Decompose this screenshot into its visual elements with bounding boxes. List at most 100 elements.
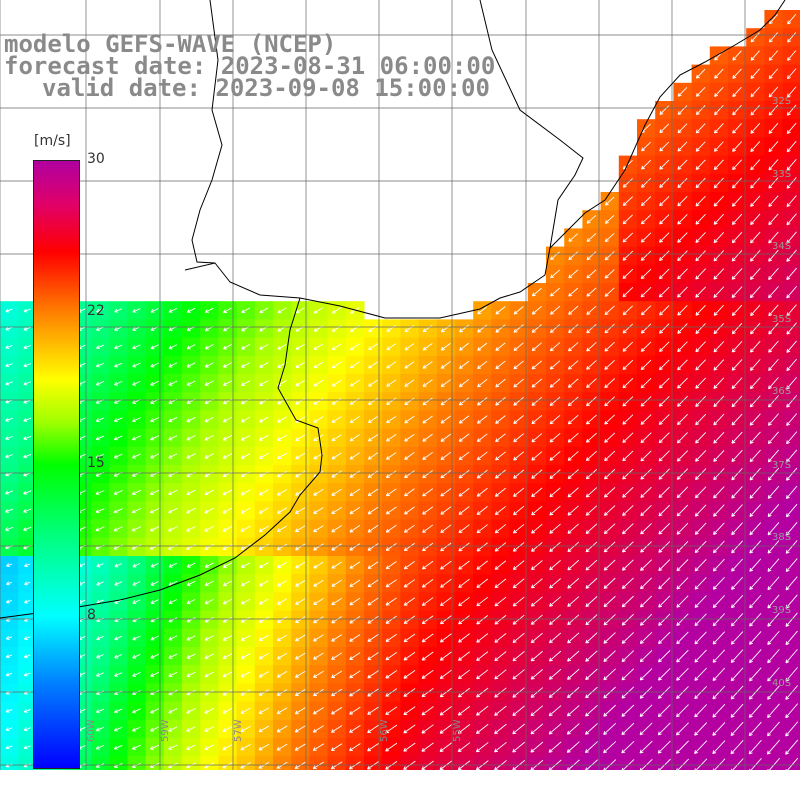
wind-arrow	[349, 706, 361, 715]
wind-arrow	[622, 414, 634, 425]
wind-arrow	[277, 562, 287, 569]
wind-arrow	[513, 360, 524, 370]
wind-arrow	[548, 741, 562, 753]
wind-arrow	[750, 50, 760, 61]
wind-arrow	[240, 743, 251, 751]
wind-arrow	[622, 196, 633, 207]
wind-arrow	[621, 613, 634, 626]
wind-arrow	[531, 560, 543, 571]
wind-arrow	[368, 397, 379, 405]
wind-arrow	[785, 685, 798, 700]
wind-arrow	[277, 343, 287, 350]
wind-arrow	[786, 140, 797, 153]
wind-arrow	[495, 433, 506, 443]
wind-arrow	[186, 671, 196, 678]
wind-arrow	[622, 268, 634, 280]
wind-arrow	[712, 667, 726, 682]
wind-arrow	[459, 342, 470, 351]
wind-arrow	[604, 323, 615, 334]
wind-arrow	[96, 635, 104, 641]
wind-arrow	[385, 706, 398, 716]
wind-arrow	[422, 506, 434, 515]
wind-arrow	[676, 631, 689, 645]
wind-arrow	[403, 579, 416, 588]
wind-arrow	[641, 159, 652, 170]
wind-arrow	[585, 723, 598, 735]
wind-arrow	[494, 542, 507, 552]
wind-arrow	[258, 725, 270, 733]
wind-arrow	[658, 522, 671, 535]
wind-arrow	[749, 522, 762, 536]
wind-arrow	[513, 433, 525, 443]
wind-arrow	[695, 377, 707, 389]
lon-label: 56W	[379, 719, 390, 742]
wind-arrow	[585, 686, 598, 699]
wind-arrow	[639, 740, 653, 754]
wind-arrow	[204, 453, 214, 459]
wind-arrow	[659, 177, 670, 188]
wind-arrow	[168, 507, 178, 514]
wind-arrow	[767, 540, 780, 554]
wind-arrow	[639, 704, 653, 717]
wind-arrow	[767, 431, 779, 445]
wind-arrow	[331, 434, 342, 442]
wind-arrow	[477, 342, 488, 351]
wind-arrow	[440, 379, 451, 388]
wind-arrow	[240, 634, 251, 641]
wind-arrow	[477, 378, 488, 388]
wind-arrow	[640, 305, 652, 316]
wind-arrow	[713, 304, 724, 316]
wind-arrow	[549, 396, 561, 407]
wind-arrow	[622, 396, 634, 407]
wind-arrow	[548, 723, 562, 735]
wind-arrow	[367, 434, 379, 442]
wind-arrow	[96, 344, 104, 350]
wind-arrow	[422, 524, 434, 533]
wind-arrow	[785, 721, 799, 737]
wind-arrow	[621, 559, 634, 571]
wind-arrow	[477, 306, 488, 315]
wind-arrow	[422, 324, 433, 333]
wind-arrow	[621, 686, 635, 699]
wind-arrow	[186, 617, 196, 623]
wind-arrow	[23, 454, 32, 459]
wind-arrow	[168, 307, 177, 313]
wind-arrow	[295, 398, 306, 405]
wind-speed-field	[0, 10, 800, 794]
wind-arrow	[675, 722, 689, 736]
wind-arrow	[114, 581, 123, 586]
wind-arrow	[5, 363, 13, 368]
wind-arrow	[295, 307, 305, 314]
wind-arrow	[604, 432, 616, 443]
lat-label: 36S	[772, 386, 792, 397]
wind-arrow	[367, 579, 379, 588]
wind-arrow	[695, 105, 706, 116]
wind-arrow	[639, 631, 653, 644]
wind-arrow	[767, 649, 780, 664]
wind-arrow	[785, 612, 798, 627]
wind-arrow	[277, 307, 287, 314]
wind-arrow	[422, 451, 433, 460]
wind-arrow	[403, 688, 416, 697]
wind-arrow	[404, 397, 415, 406]
wind-arrow	[186, 599, 196, 605]
wind-arrow	[186, 507, 196, 514]
wind-arrow	[385, 615, 397, 624]
wind-arrow	[5, 490, 14, 495]
wind-arrow	[676, 504, 689, 517]
wind-arrow	[585, 596, 598, 608]
wind-arrow	[549, 487, 561, 498]
wind-arrow	[513, 415, 524, 425]
wind-arrow	[349, 634, 361, 642]
wind-arrow	[458, 596, 470, 607]
wind-arrow	[403, 651, 416, 661]
wind-arrow	[494, 560, 507, 570]
wind-arrow	[132, 380, 141, 386]
wind-arrow	[404, 470, 415, 479]
wind-arrow	[132, 744, 141, 750]
wind-arrow	[404, 343, 415, 351]
wind-arrow	[732, 141, 742, 152]
wind-arrow	[276, 743, 288, 751]
wind-arrow	[549, 505, 561, 516]
